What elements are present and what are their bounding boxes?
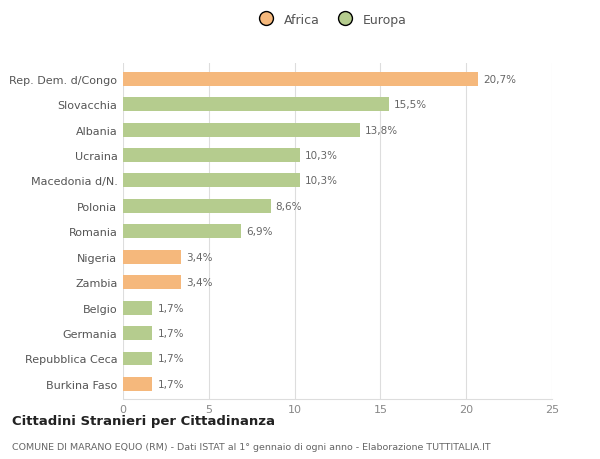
Bar <box>123 377 152 391</box>
Bar <box>123 73 478 86</box>
Text: 10,3%: 10,3% <box>305 151 338 161</box>
Text: 8,6%: 8,6% <box>276 202 302 212</box>
Text: COMUNE DI MARANO EQUO (RM) - Dati ISTAT al 1° gennaio di ogni anno - Elaborazion: COMUNE DI MARANO EQUO (RM) - Dati ISTAT … <box>12 442 491 451</box>
Text: 1,7%: 1,7% <box>157 328 184 338</box>
Bar <box>123 123 360 137</box>
Bar <box>123 301 152 315</box>
Bar <box>123 199 271 213</box>
Text: 3,4%: 3,4% <box>187 278 213 287</box>
Bar <box>123 149 300 162</box>
Bar <box>123 225 241 239</box>
Text: 1,7%: 1,7% <box>157 354 184 364</box>
Bar <box>123 352 152 366</box>
Legend: Africa, Europa: Africa, Europa <box>249 9 411 32</box>
Bar <box>123 275 181 290</box>
Bar <box>123 250 181 264</box>
Text: 1,7%: 1,7% <box>157 379 184 389</box>
Bar <box>123 174 300 188</box>
Text: 3,4%: 3,4% <box>187 252 213 262</box>
Text: 20,7%: 20,7% <box>484 74 517 84</box>
Text: 10,3%: 10,3% <box>305 176 338 186</box>
Bar <box>123 98 389 112</box>
Text: 6,9%: 6,9% <box>247 227 273 237</box>
Text: 13,8%: 13,8% <box>365 125 398 135</box>
Text: 1,7%: 1,7% <box>157 303 184 313</box>
Text: Cittadini Stranieri per Cittadinanza: Cittadini Stranieri per Cittadinanza <box>12 414 275 428</box>
Text: 15,5%: 15,5% <box>394 100 427 110</box>
Bar <box>123 326 152 340</box>
